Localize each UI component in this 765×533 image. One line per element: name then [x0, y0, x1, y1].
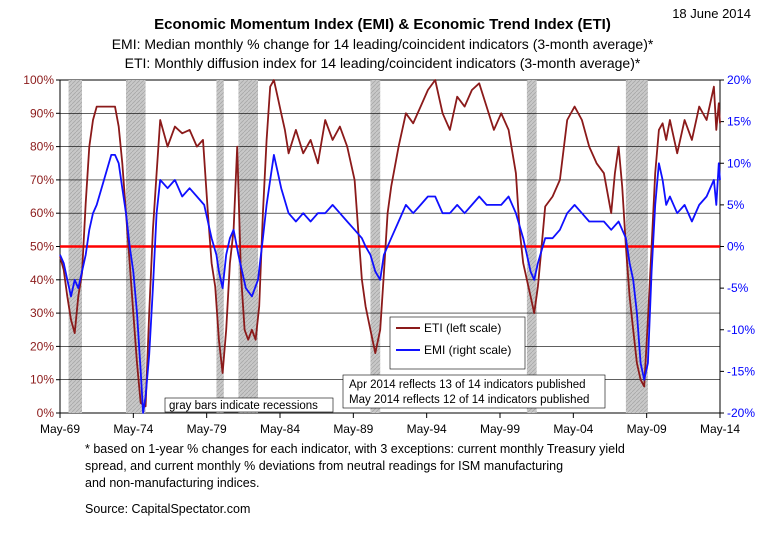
x-axis-tick-label: May-74	[113, 422, 153, 436]
x-axis-tick-label: May-89	[333, 422, 373, 436]
report-date: 18 June 2014	[672, 6, 751, 21]
legend-box	[389, 316, 526, 370]
chart-title: Economic Momentum Index (EMI) & Economic…	[154, 16, 611, 33]
left-axis-tick-label: 50%	[30, 240, 54, 254]
recession-note-box	[164, 397, 334, 413]
left-axis-tick-label: 90%	[30, 106, 54, 120]
right-axis-tick-label: -20%	[727, 406, 755, 420]
legend-label-eti: ETI (left scale)	[424, 321, 501, 335]
series-line-emi	[59, 153, 721, 414]
x-axis-tick-label: May-09	[627, 422, 667, 436]
chart-subtitle-eti: ETI: Monthly diffusion index for 14 lead…	[124, 55, 641, 71]
x-axis-tick-label: May-04	[553, 422, 593, 436]
x-axis-tick-label: May-69	[40, 422, 80, 436]
footnote-line-2: spread, and current monthly % deviations…	[85, 459, 564, 473]
right-axis-tick-label: 0%	[727, 240, 745, 254]
x-axis-tick-label: May-94	[407, 422, 447, 436]
right-axis-tick-label: -10%	[727, 323, 755, 337]
legend: ETI (left scale) EMI (right scale)	[389, 316, 526, 370]
footnote-line-1: * based on 1-year % changes for each ind…	[85, 442, 625, 456]
annotation-box	[342, 374, 606, 409]
footnote-line-3: and non-manufacturing indices.	[85, 476, 260, 490]
series-line-eti	[59, 79, 721, 408]
left-axis-tick-label: 70%	[30, 173, 54, 187]
right-axis-tick-label: 20%	[727, 73, 751, 87]
left-axis-tick-label: 0%	[37, 406, 55, 420]
legend-label-emi: EMI (right scale)	[424, 343, 511, 357]
left-axis-tick-label: 80%	[30, 140, 54, 154]
right-axis-tick-label: 5%	[727, 198, 745, 212]
x-axis-tick-label: May-84	[260, 422, 300, 436]
right-axis-tick-label: 10%	[727, 156, 751, 170]
right-axis-tick-label: -15%	[727, 364, 755, 378]
x-axis-tick-label: May-79	[187, 422, 227, 436]
right-axis-tick-label: -5%	[727, 281, 749, 295]
x-axis-tick-label: May-14	[700, 422, 740, 436]
left-axis-tick-label: 30%	[30, 306, 54, 320]
left-axis-tick-label: 20%	[30, 339, 54, 353]
right-axis-tick-label: 15%	[727, 115, 751, 129]
left-axis-tick-label: 60%	[30, 206, 54, 220]
left-axis-tick-label: 40%	[30, 273, 54, 287]
annotation-line-2: May 2014 reflects 12 of 14 indicators pu…	[349, 394, 589, 406]
x-axis-tick-label: May-99	[480, 422, 520, 436]
recession-note: gray bars indicate recessions	[169, 400, 318, 412]
source-note: Source: CapitalSpectator.com	[85, 502, 251, 516]
left-axis-tick-label: 100%	[23, 73, 54, 87]
chart-svg: 0% 10% 20% 30% 40% 50% 60% 70% 80% 90% 100% -20% -15…	[23, 73, 755, 436]
left-axis-tick-label: 10%	[30, 373, 54, 387]
annotation-line-1: Apr 2014 reflects 13 of 14 indicators pu…	[349, 379, 586, 391]
chart-subtitle-emi: EMI: Median monthly % change for 14 lead…	[111, 36, 654, 52]
